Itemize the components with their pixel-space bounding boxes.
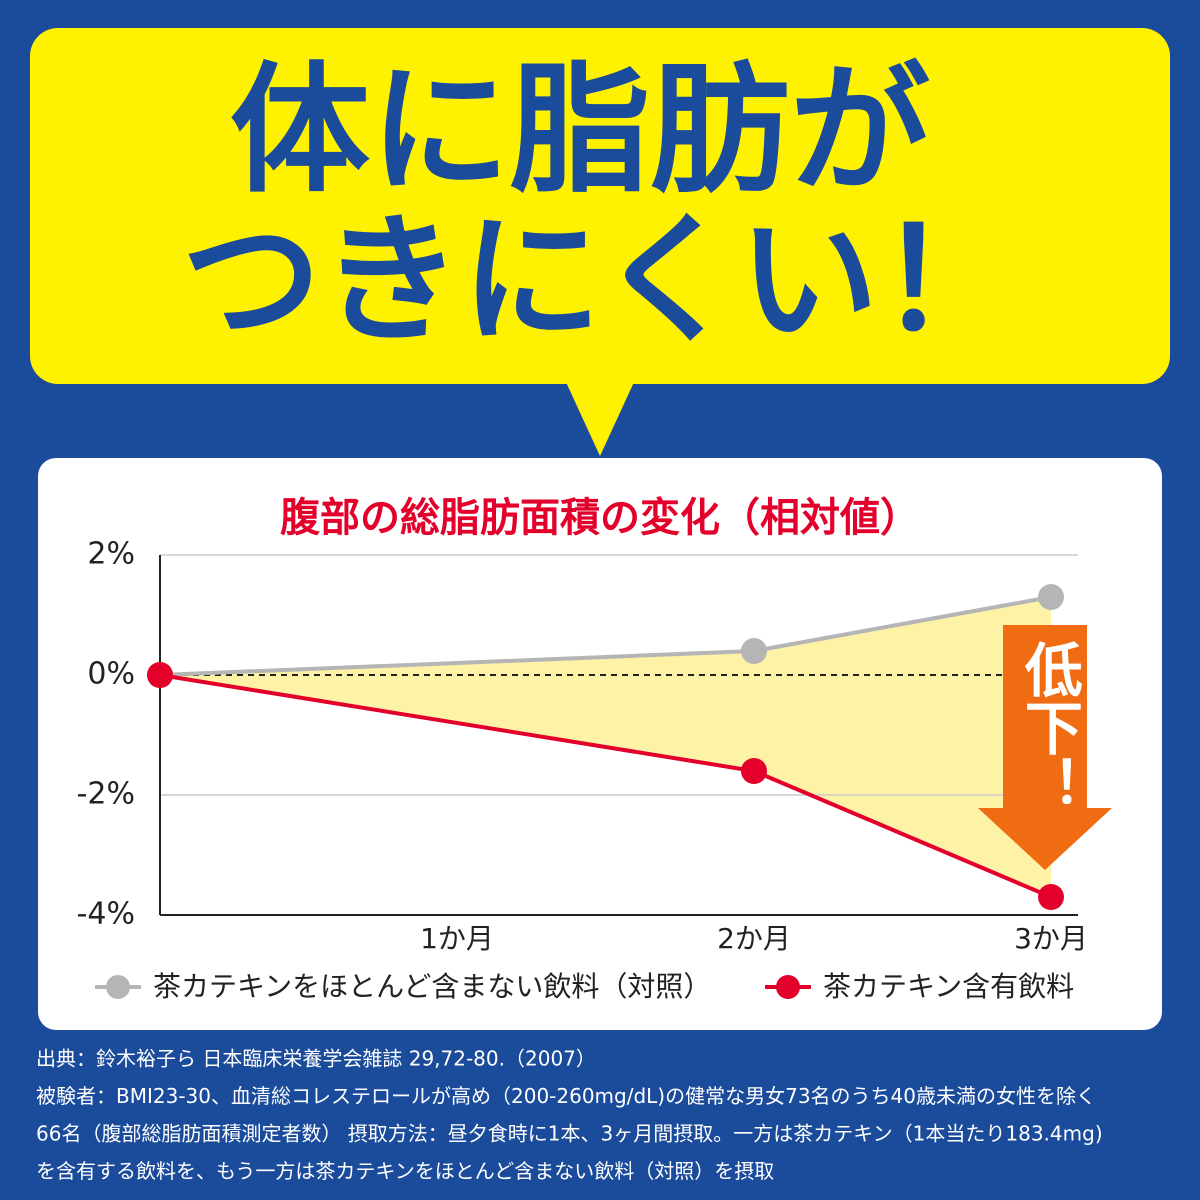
x-tick-label: 3か月 xyxy=(1014,922,1088,955)
footnote: 66名（腹部総脂肪面積測定者数） 摂取方法：昼夕食時に1本、3ヶ月間摂取。一方は… xyxy=(36,1122,1103,1146)
data-point xyxy=(741,638,767,664)
headline: 体に脂肪が xyxy=(230,50,930,213)
y-tick-label: 2% xyxy=(87,537,135,572)
data-point xyxy=(741,758,767,784)
y-tick-label: 0% xyxy=(87,657,135,692)
legend-marker xyxy=(106,975,130,999)
headline: つきにくい！ xyxy=(181,200,1018,363)
callout-pointer xyxy=(565,380,635,456)
footnote: 出典：鈴木裕子ら 日本臨床栄養学会雑誌 29,72-80.（2007） xyxy=(36,1047,596,1071)
legend-label: 茶カテキン含有飲料 xyxy=(823,970,1074,1003)
legend-marker xyxy=(776,975,800,999)
data-point xyxy=(1038,584,1064,610)
data-point xyxy=(1038,884,1064,910)
y-tick-label: -4% xyxy=(77,897,135,932)
arrow-label: 低下！ xyxy=(1015,640,1083,814)
legend-label: 茶カテキンをほとんど含まない飲料（対照） xyxy=(153,970,711,1003)
x-tick-label: 1か月 xyxy=(420,922,494,955)
headline-box xyxy=(30,28,1170,384)
footnote: 被験者：BMI23-30、血清総コレステロールが高め（200-260mg/dL)… xyxy=(36,1084,1096,1108)
chart-title: 腹部の総脂肪面積の変化（相対値） xyxy=(280,495,920,541)
y-tick-label: -2% xyxy=(77,777,135,812)
footnote: を含有する飲料を、もう一方は茶カテキンをほとんど含まない飲料（対照）を摂取 xyxy=(36,1159,774,1183)
down-arrow xyxy=(978,625,1112,870)
x-tick-label: 2か月 xyxy=(717,922,791,955)
data-point xyxy=(147,662,173,688)
